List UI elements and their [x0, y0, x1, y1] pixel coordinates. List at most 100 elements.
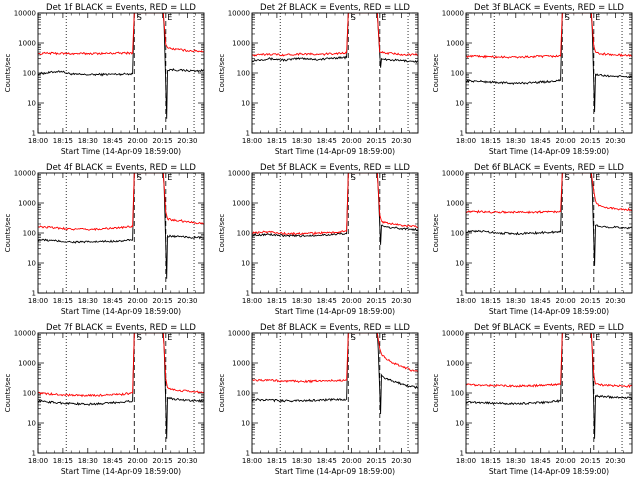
y-tick-label: 1 — [246, 450, 250, 458]
x-tick-label: 18:30 — [292, 297, 312, 305]
panel-title: Det 8f BLACK = Events, RED = LLD — [260, 323, 410, 333]
y-tick-label: 10 — [27, 420, 36, 428]
y-tick-label: 10000 — [442, 330, 464, 338]
event-mark-end: E — [167, 333, 172, 342]
detector-panel-5: Det 5f BLACK = Events, RED = LLD Counts/s… — [218, 163, 419, 316]
x-tick-label: 18:15 — [267, 137, 287, 145]
x-tick-label: 18:15 — [53, 297, 73, 305]
x-tick-label: 18:30 — [506, 457, 526, 465]
x-tick-label: 20:30 — [391, 457, 411, 465]
panel-title: Det 4f BLACK = Events, RED = LLD — [46, 163, 196, 173]
plot-frame — [465, 172, 633, 294]
plot-frame — [465, 12, 633, 134]
y-axis-label: Counts/sec — [432, 214, 440, 253]
plot-frame — [37, 172, 205, 294]
series-red-lld — [38, 333, 204, 398]
series-red-lld — [38, 13, 204, 56]
detector-panel-2: Det 2f BLACK = Events, RED = LLD Counts/s… — [218, 3, 419, 156]
x-tick-label: 18:30 — [292, 457, 312, 465]
y-tick-label: 1 — [32, 450, 36, 458]
y-tick-label: 10 — [241, 100, 250, 108]
x-axis-label: Start Time (14-Apr-09 18:59:00) — [489, 467, 609, 476]
y-tick-label: 1000 — [18, 200, 36, 208]
x-axis-label: Start Time (14-Apr-09 18:59:00) — [489, 307, 609, 316]
x-tick-label: 20:30 — [391, 137, 411, 145]
y-tick-label: 100 — [237, 390, 250, 398]
series-black-events — [466, 13, 632, 113]
panel-title: Det 5f BLACK = Events, RED = LLD — [260, 163, 410, 173]
x-tick-label: 18:30 — [292, 137, 312, 145]
series-red-lld — [252, 13, 418, 57]
y-tick-label: 10000 — [14, 330, 36, 338]
y-tick-label: 10000 — [442, 10, 464, 18]
event-mark-start: S — [351, 13, 356, 22]
y-tick-label: 1 — [32, 130, 36, 138]
x-tick-label: 18:15 — [53, 137, 73, 145]
x-tick-label: 20:30 — [391, 297, 411, 305]
x-tick-label: 20:15 — [580, 297, 600, 305]
y-tick-label: 100 — [237, 230, 250, 238]
x-tick-label: 20:15 — [152, 137, 172, 145]
x-tick-label: 18:15 — [481, 297, 501, 305]
x-tick-label: 18:30 — [78, 457, 98, 465]
panel-data — [38, 173, 204, 279]
x-tick-label: 18:45 — [531, 137, 551, 145]
x-tick-label: 20:30 — [605, 297, 625, 305]
x-tick-label: 18:15 — [481, 457, 501, 465]
y-tick-label: 1000 — [18, 360, 36, 368]
x-tick-label: 18:00 — [242, 137, 262, 145]
y-axis-label: Counts/sec — [432, 374, 440, 413]
y-tick-label: 10000 — [442, 170, 464, 178]
panel-data — [38, 333, 204, 439]
y-tick-label: 1 — [246, 130, 250, 138]
series-red-lld — [252, 173, 418, 236]
series-red-lld — [38, 173, 204, 232]
x-tick-label: 18:45 — [531, 297, 551, 305]
x-tick-label: 20:15 — [366, 457, 386, 465]
y-tick-label: 10000 — [14, 10, 36, 18]
y-tick-label: 10 — [241, 420, 250, 428]
plot-frame — [465, 332, 633, 454]
panel-title: Det 9f BLACK = Events, RED = LLD — [474, 323, 624, 333]
x-tick-label: 20:15 — [580, 137, 600, 145]
event-mark-start: S — [351, 333, 356, 342]
x-tick-label: 20:00 — [342, 137, 362, 145]
panel-data — [252, 13, 418, 68]
y-tick-label: 10000 — [14, 170, 36, 178]
panel-data — [466, 333, 632, 439]
x-tick-label: 20:15 — [152, 297, 172, 305]
x-tick-label: 18:15 — [53, 457, 73, 465]
event-mark-end: E — [381, 333, 386, 342]
y-tick-label: 100 — [237, 70, 250, 78]
y-tick-label: 1000 — [446, 40, 464, 48]
panel-title: Det 2f BLACK = Events, RED = LLD — [260, 3, 410, 13]
series-red-lld — [466, 333, 632, 389]
series-black-events — [38, 13, 204, 119]
y-tick-label: 10000 — [228, 10, 250, 18]
event-mark-start: S — [137, 173, 142, 182]
y-tick-label: 1000 — [232, 360, 250, 368]
x-tick-label: 20:30 — [605, 137, 625, 145]
y-tick-label: 100 — [451, 70, 464, 78]
y-tick-label: 10 — [27, 260, 36, 268]
panel-title: Det 3f BLACK = Events, RED = LLD — [474, 3, 624, 13]
x-tick-label: 18:30 — [78, 297, 98, 305]
plot-frame — [251, 332, 419, 454]
y-tick-label: 100 — [23, 390, 36, 398]
panel-title: Det 1f BLACK = Events, RED = LLD — [46, 3, 196, 13]
x-tick-label: 20:15 — [366, 297, 386, 305]
x-tick-label: 20:00 — [556, 457, 576, 465]
y-tick-label: 1 — [460, 130, 464, 138]
x-tick-label: 18:15 — [481, 137, 501, 145]
x-axis-label: Start Time (14-Apr-09 18:59:00) — [489, 147, 609, 156]
series-black-events — [252, 13, 418, 68]
x-tick-label: 18:30 — [506, 137, 526, 145]
x-tick-label: 18:15 — [267, 297, 287, 305]
y-axis-label: Counts/sec — [4, 214, 12, 253]
y-axis-label: Counts/sec — [4, 374, 12, 413]
x-tick-label: 18:00 — [28, 457, 48, 465]
x-tick-label: 18:45 — [103, 457, 123, 465]
x-tick-label: 18:45 — [103, 137, 123, 145]
event-mark-start: S — [565, 13, 570, 22]
y-tick-label: 1000 — [446, 360, 464, 368]
